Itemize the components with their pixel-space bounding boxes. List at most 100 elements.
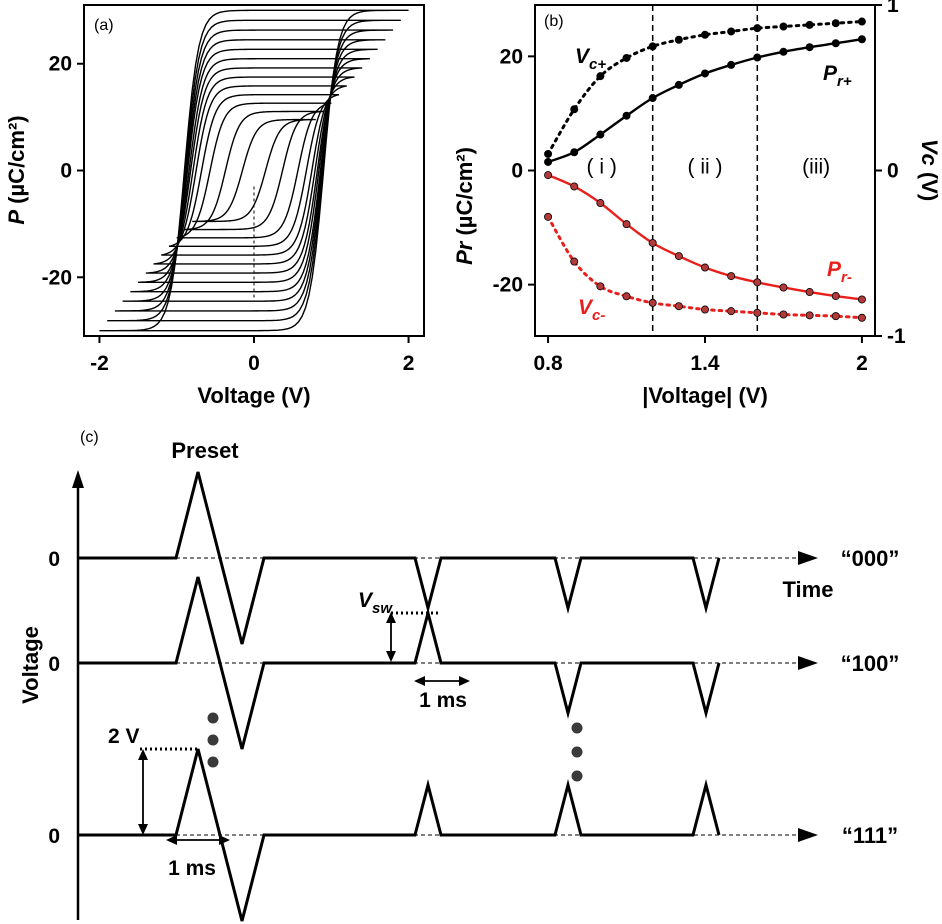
panel-a-loop-1.6V — [130, 48, 378, 293]
panel-c-duration-arrow-head — [459, 676, 470, 686]
panel-b-point-Pr- — [622, 220, 631, 229]
panel-b-point-Pr- — [596, 199, 605, 208]
panel-b-point-Vc+ — [831, 19, 840, 28]
panel-b-ytick-label: -20 — [493, 274, 523, 297]
panel-b-point-Pr- — [805, 288, 814, 297]
panel-c-amplitude-arrow-head — [138, 824, 148, 835]
panel-b-series-label-main: P — [823, 62, 838, 85]
panel-a-ytick-label: 0 — [60, 160, 72, 183]
panel-c-ellipsis-dot — [571, 722, 583, 734]
panel-a-xtick-label: 2 — [403, 352, 415, 375]
panel-b-pr-vc-chart: (b) ( i ) ( ii ) (iii) 0.8 1.4 2 -20 0 20 -1 0 1 P… — [452, 0, 942, 408]
panel-b-point-Pr+ — [779, 47, 788, 56]
panel-b-series-label-Pr+: Pr+ — [823, 62, 852, 90]
panel-a-ylabel-var: P — [4, 210, 29, 225]
panel-c-row: 0 “111” — [48, 748, 898, 922]
panel-c-time-arrow — [798, 656, 818, 670]
panel-b-point-Vc+ — [570, 105, 579, 114]
panel-b-point-Pr- — [701, 263, 710, 272]
panel-b-series-label-main: P — [827, 258, 842, 281]
panel-b-xtick-label: 1.4 — [690, 352, 720, 375]
panel-b-y2tick-label: 1 — [887, 0, 899, 17]
panel-b-point-Vc- — [779, 310, 788, 319]
panel-b-series-label-Vc-: Vc- — [578, 296, 605, 324]
panel-c-time-arrow — [798, 551, 818, 565]
panel-b-point-Vc- — [727, 307, 736, 316]
panel-b-point-Pr- — [570, 182, 579, 191]
panel-c-amplitude-arrow-head — [138, 749, 148, 760]
panel-c-annotations: Vsw 1 ms 2 V 1 ms — [108, 589, 583, 880]
panel-b-point-Vc- — [674, 302, 683, 311]
panel-b-series-label-Vc+: Vc+ — [575, 45, 606, 73]
panel-b-point-Vc- — [596, 282, 605, 291]
panel-b-point-Vc- — [544, 212, 553, 221]
panel-b-point-Pr+ — [674, 80, 683, 89]
panel-b-point-Pr- — [648, 238, 657, 247]
panel-c-time-label: Time — [783, 577, 834, 602]
panel-b-point-Vc- — [831, 312, 840, 321]
panel-c-waveform — [78, 576, 721, 750]
panel-b-label: (b) — [544, 13, 564, 30]
panel-a-ytick-label: 20 — [49, 53, 72, 76]
panel-b-point-Pr+ — [805, 43, 814, 52]
panel-c-voltage-axis-arrow — [72, 470, 84, 488]
panel-b-point-Vc- — [622, 292, 631, 301]
panel-b-series-line-Pr- — [547, 173, 863, 301]
panel-c-duration-label: 1 ms — [419, 689, 467, 712]
panel-b-point-Vc+ — [779, 22, 788, 31]
panel-c-zero-label: 0 — [48, 825, 60, 848]
panel-b-xtick-label: 0.8 — [533, 352, 563, 375]
panel-b-point-Vc+ — [753, 24, 762, 33]
panel-b-point-Vc+ — [674, 35, 683, 44]
panel-a-loop-1V — [176, 102, 332, 239]
panel-c-waveform — [78, 471, 721, 645]
panel-b-series-label-sub: c+ — [589, 56, 606, 73]
panel-c-row: 0 “100” — [48, 576, 899, 750]
panel-a-ylabel: P (µC/cm²) — [4, 115, 29, 224]
panel-b-y2label-var: Vc — [917, 139, 942, 166]
panel-b-point-Vc+ — [805, 20, 814, 29]
panel-b-point-Pr- — [753, 278, 762, 287]
panel-b-point-Pr- — [779, 283, 788, 292]
panel-a-loop-2V — [99, 9, 409, 332]
panel-b-point-Pr+ — [648, 94, 657, 103]
panel-a-xlabel: Voltage (V) — [197, 383, 310, 408]
panel-b-ylabel-var: Pr — [452, 240, 477, 265]
panel-c-zero-label: 0 — [48, 653, 60, 676]
panel-b-xtick-label: 2 — [856, 352, 868, 375]
panel-c-row-code: “111” — [842, 823, 898, 848]
panel-a-ylabel-units: (µC/cm²) — [4, 115, 29, 210]
panel-b-series-label-sub: r- — [841, 269, 852, 286]
panel-c-ylabel: Voltage — [18, 626, 43, 704]
panel-b-point-Pr+ — [544, 157, 553, 166]
panel-c-ellipsis-dot — [571, 770, 583, 782]
panel-c-preset-label: Preset — [171, 438, 239, 463]
panel-b-series-labels: Pr+Pr-Vc+Vc- — [575, 45, 852, 324]
panel-c-preset-duration-label: 1 ms — [168, 857, 216, 880]
panel-b-series-label-sub: r+ — [837, 73, 852, 90]
panel-b-point-Pr+ — [570, 148, 579, 157]
panel-b-series-label-main: V — [578, 296, 594, 319]
panel-a-xtick-label: -2 — [90, 352, 109, 375]
panel-b-y2label-units: (V) — [917, 166, 942, 201]
panel-b-point-Vc- — [701, 305, 710, 314]
panel-b-point-Pr+ — [857, 35, 866, 44]
panel-c-row-code: “000” — [841, 546, 900, 571]
panel-c-vsw-sub: sw — [372, 600, 393, 617]
panel-b-point-Pr+ — [727, 60, 736, 69]
panel-b-point-Vc- — [648, 298, 657, 307]
panel-a-loops — [99, 9, 409, 332]
panel-c-row: 0 “000” — [48, 471, 900, 645]
panel-a-label: (a) — [94, 17, 114, 34]
panel-a-xtick-label: 0 — [248, 352, 260, 375]
panel-a-ytick-label: -20 — [42, 266, 72, 289]
panel-b-y2tick-label: -1 — [887, 325, 906, 348]
panel-b-point-Vc+ — [544, 149, 553, 158]
panel-b-point-Vc+ — [648, 42, 657, 51]
panel-b-series-label-sub: c- — [592, 307, 605, 324]
panel-b-point-Vc+ — [727, 27, 736, 36]
panel-b-point-Vc+ — [622, 53, 631, 62]
panel-b-point-Pr+ — [701, 69, 710, 78]
